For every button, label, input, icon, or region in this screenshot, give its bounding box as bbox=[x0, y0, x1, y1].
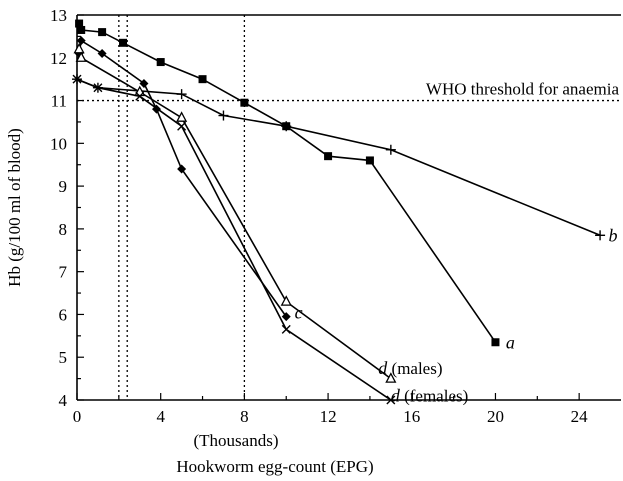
x-tick-label: 8 bbox=[240, 407, 249, 426]
data-point-x bbox=[93, 83, 103, 93]
data-point-triangle bbox=[73, 42, 85, 54]
x-tick-label: 0 bbox=[73, 407, 82, 426]
x-tick-label: 24 bbox=[571, 407, 589, 426]
y-tick-label: 5 bbox=[59, 348, 68, 367]
series-c bbox=[74, 36, 291, 322]
data-point-diamond bbox=[139, 78, 149, 88]
data-point-square bbox=[119, 38, 128, 47]
data-point-x bbox=[386, 395, 396, 405]
series-group bbox=[72, 19, 606, 405]
data-point-plus bbox=[385, 144, 396, 155]
curve-label: c bbox=[295, 302, 303, 322]
y-tick-label: 12 bbox=[50, 49, 67, 68]
data-point-plus bbox=[281, 121, 292, 132]
data-point-square bbox=[98, 28, 107, 37]
data-point-triangle bbox=[176, 111, 188, 122]
y-tick-label: 13 bbox=[50, 6, 67, 25]
curve-label-qualifier: (females) bbox=[400, 387, 468, 406]
x-tick-label: 16 bbox=[403, 407, 420, 426]
data-point-square bbox=[156, 58, 165, 67]
data-point-plus bbox=[218, 110, 229, 121]
curve-label: a bbox=[506, 332, 515, 352]
reference-lines bbox=[77, 15, 621, 400]
x-tick-label: 4 bbox=[156, 407, 165, 426]
data-point-triangle bbox=[75, 51, 87, 62]
x-tick-label: 12 bbox=[320, 407, 337, 426]
y-tick-label: 11 bbox=[51, 92, 67, 111]
y-axis-label: Hb (g/100 ml of blood) bbox=[5, 128, 24, 287]
curve-label: d (males) bbox=[378, 358, 442, 378]
series-line bbox=[78, 23, 497, 343]
data-point-plus bbox=[176, 89, 187, 100]
data-point-triangle bbox=[280, 295, 292, 306]
data-point-square bbox=[75, 19, 84, 28]
y-tick-label: 7 bbox=[59, 263, 68, 282]
curve-label-qualifier: (males) bbox=[387, 359, 442, 378]
data-point-square bbox=[240, 98, 249, 107]
data-point-x bbox=[72, 74, 82, 84]
data-point-plus bbox=[595, 230, 606, 241]
series-line bbox=[78, 49, 392, 380]
data-point-x bbox=[281, 324, 291, 334]
data-point-square bbox=[324, 152, 333, 161]
x-axis-label: Hookworm egg-count (EPG) bbox=[176, 457, 373, 476]
y-tick-label: 8 bbox=[59, 220, 68, 239]
x-tick-label: 20 bbox=[487, 407, 504, 426]
data-point-x bbox=[177, 121, 187, 131]
data-point-x bbox=[135, 91, 145, 101]
curve-label: b bbox=[608, 225, 617, 245]
annotations: a b c d (males) d (females) bbox=[295, 225, 618, 405]
data-point-diamond bbox=[177, 164, 187, 174]
data-point-square bbox=[198, 75, 207, 84]
data-point-diamond bbox=[76, 36, 86, 46]
threshold-label: WHO threshold for anaemia bbox=[426, 80, 620, 99]
curve-label: d (females) bbox=[391, 386, 468, 406]
series-d-females bbox=[72, 74, 396, 405]
series-line bbox=[76, 78, 392, 401]
data-point-diamond bbox=[281, 312, 291, 322]
data-point-diamond bbox=[97, 49, 107, 58]
y-tick-label: 10 bbox=[50, 134, 67, 153]
data-point-triangle bbox=[385, 372, 397, 383]
series-line bbox=[78, 39, 287, 318]
data-point-square bbox=[491, 338, 500, 347]
y-tick-label: 9 bbox=[59, 177, 68, 196]
y-tick-label: 4 bbox=[59, 391, 68, 410]
data-point-square bbox=[77, 25, 86, 34]
y-tick-label: 6 bbox=[59, 305, 68, 324]
x-axis-units: (Thousands) bbox=[194, 431, 279, 450]
series-d-males bbox=[73, 42, 397, 383]
data-point-square bbox=[365, 156, 374, 165]
